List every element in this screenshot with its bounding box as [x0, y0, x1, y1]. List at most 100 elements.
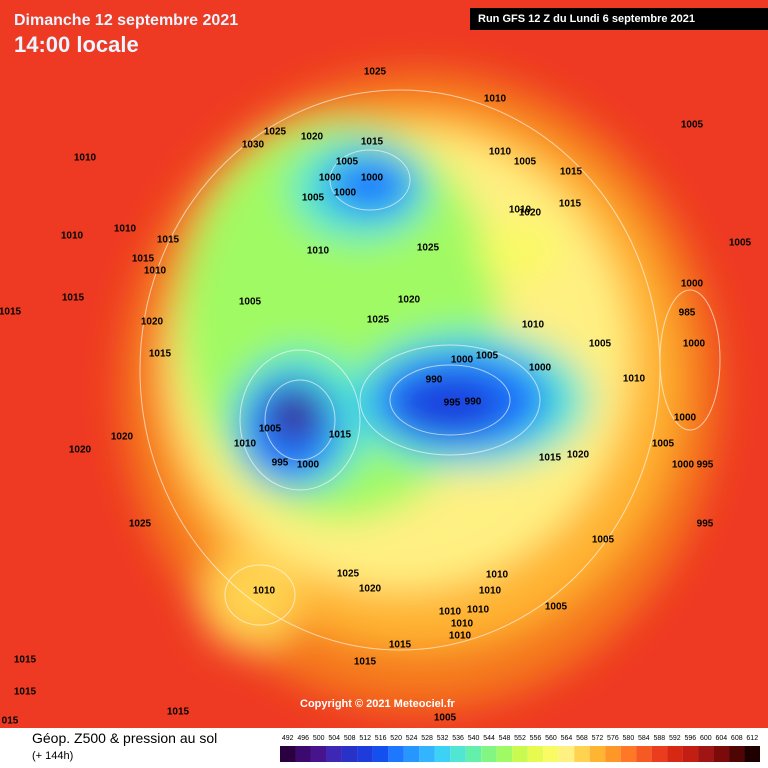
colorbar-cell [481, 746, 497, 762]
colorbar-label: 536 [452, 735, 464, 742]
pressure-label: 1015 [560, 167, 583, 178]
colorbar-cell [465, 746, 482, 762]
colorbar-label: 592 [669, 735, 681, 742]
colorbar-cell [403, 746, 420, 762]
colorbar-label: 612 [746, 735, 758, 742]
pressure-label: 1000 [319, 173, 342, 184]
pressure-label: 1015 [62, 293, 85, 304]
pressure-label: 1010 [234, 439, 257, 450]
colorbar-label: 600 [700, 735, 712, 742]
pressure-label: 1005 [259, 424, 282, 435]
colorbar-cell [512, 746, 528, 762]
pressure-label: 1020 [141, 317, 164, 328]
pressure-label: 1015 [361, 137, 384, 148]
pressure-label: 1000 [529, 363, 552, 374]
colorbar-label: 532 [437, 735, 449, 742]
colorbar-cell [651, 746, 668, 762]
pressure-label: 1010 [253, 586, 276, 597]
colorbar-label: 516 [375, 735, 387, 742]
pressure-label: 1020 [359, 584, 382, 595]
colorbar-cell [496, 746, 513, 762]
colorbar-label: 580 [623, 735, 635, 742]
pressure-label: 1015 [14, 655, 37, 666]
footer-lead: (+ 144h) [32, 750, 74, 762]
colorbar-cell [589, 746, 606, 762]
colorbar-cell [744, 746, 760, 762]
pressure-label: 1015 [354, 657, 377, 668]
pressure-label: 990 [465, 397, 482, 408]
colorbar-label: 548 [499, 735, 511, 742]
pressure-label: 1010 [486, 570, 509, 581]
pressure-label: 1005 [302, 193, 325, 204]
geopotential-field [120, 70, 720, 710]
pressure-label: 1015 [539, 453, 562, 464]
pressure-label: 1015 [329, 430, 352, 441]
pressure-label: 1015 [14, 687, 37, 698]
copyright: Copyright © 2021 Meteociel.fr [300, 698, 456, 710]
colorbar-label: 508 [344, 735, 356, 742]
pressure-label: 1020 [398, 295, 421, 306]
pressure-label: 1025 [417, 243, 440, 254]
pressure-label: 1015 [157, 235, 180, 246]
pressure-label: 1005 [434, 713, 457, 724]
pressure-label: 1010 [451, 619, 474, 630]
pressure-label: 1005 [476, 351, 499, 362]
colorbar-label: 500 [313, 735, 325, 742]
pressure-label: 1005 [239, 297, 262, 308]
colorbar-label: 604 [715, 735, 727, 742]
pressure-label: 1010 [439, 607, 462, 618]
pressure-label: 1000 [672, 460, 695, 471]
pressure-label: 1005 [681, 120, 704, 131]
colorbar-cell [636, 746, 652, 762]
colorbar-cell [295, 746, 311, 762]
pressure-label: 1010 [61, 231, 84, 242]
pressure-label: 1015 [149, 349, 172, 360]
pressure-label: 1010 [623, 374, 646, 385]
time: 14:00 locale [14, 32, 139, 57]
pressure-label: 1005 [592, 535, 615, 546]
colorbar-cell [667, 746, 683, 762]
pressure-label: 995 [272, 458, 289, 469]
colorbar-cell [450, 746, 466, 762]
colorbar-label: 576 [607, 735, 619, 742]
colorbar-label: 596 [684, 735, 696, 742]
pressure-label: 1015 [559, 199, 582, 210]
run-info: Run GFS 12 Z du Lundi 6 septembre 2021 [478, 13, 695, 25]
pressure-label: 1010 [449, 631, 472, 642]
pressure-label: 1030 [242, 140, 265, 151]
pressure-label: 1005 [514, 157, 537, 168]
pressure-label: 1000 [681, 279, 704, 290]
pressure-label: 1020 [519, 208, 542, 219]
colorbar-cell [558, 746, 575, 762]
colorbar-label: 568 [576, 735, 588, 742]
pressure-label: 1025 [367, 315, 390, 326]
pressure-label: 1015 [167, 707, 190, 718]
colorbar-label: 588 [654, 735, 666, 742]
pressure-label: 990 [426, 375, 443, 386]
pressure-label: 1020 [567, 450, 590, 461]
pressure-label: 1015 [389, 640, 412, 651]
date: Dimanche 12 septembre 2021 [14, 12, 239, 29]
pressure-label: 1010 [114, 224, 137, 235]
colorbar-cell [527, 746, 544, 762]
pressure-label: 1010 [307, 246, 330, 257]
pressure-label: 985 [679, 308, 696, 319]
colorbar-label: 504 [328, 735, 340, 742]
colorbar-cell [341, 746, 358, 762]
colorbar-label: 564 [561, 735, 573, 742]
colorbar-cell [326, 746, 342, 762]
colorbar-label: 584 [638, 735, 650, 742]
pressure-label: 1000 [674, 413, 697, 424]
pressure-label: 1020 [301, 132, 324, 143]
pressure-label: 1020 [69, 445, 92, 456]
colorbar-label: 492 [282, 735, 294, 742]
pressure-label: 1010 [522, 320, 545, 331]
pressure-label: 1015 [132, 254, 155, 265]
colorbar-label: 512 [359, 735, 371, 742]
pressure-label: 015 [2, 716, 19, 727]
colorbar-cell [357, 746, 373, 762]
pressure-label: 1000 [297, 460, 320, 471]
pressure-label: 1000 [451, 355, 474, 366]
pressure-label: 1000 [361, 173, 384, 184]
